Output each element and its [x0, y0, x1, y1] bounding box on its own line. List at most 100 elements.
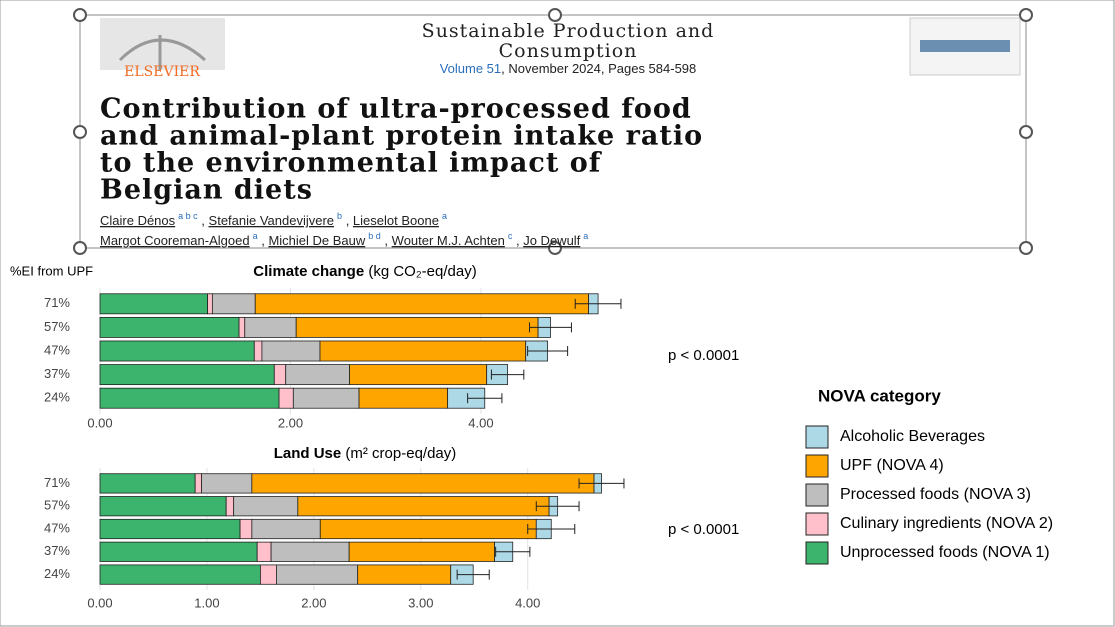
x-tick-label: 2.00 [278, 415, 303, 430]
separator: , [384, 233, 391, 248]
bar-segment [99, 541, 258, 562]
legend-label: Unprocessed foods (NOVA 1) [840, 544, 1050, 561]
y-tick-label: 24% [44, 390, 70, 405]
y-tick-label: 47% [44, 342, 70, 357]
bar-segment [270, 541, 350, 562]
bar-segment [99, 387, 280, 409]
author-line: Claire Dénos a b c , Stefanie Vandevijver… [100, 211, 447, 228]
author-line: Margot Cooreman-Algoed a , Michiel De Bau… [100, 231, 588, 248]
bar-segment [349, 364, 488, 386]
bar-segment [292, 387, 360, 409]
bar-segment [273, 364, 287, 386]
bar-segment [211, 293, 256, 315]
legend-label: Culinary ingredients (NOVA 2) [840, 515, 1053, 532]
p-value: p < 0.0001 [668, 347, 739, 364]
handle[interactable] [1019, 8, 1033, 22]
handle[interactable] [73, 125, 87, 139]
logo-tree [118, 35, 206, 70]
bar-segment [225, 496, 235, 517]
legend-swatch [805, 512, 829, 536]
title-main: Climate change [253, 263, 364, 280]
x-tick-label: 3.00 [408, 595, 433, 610]
y-tick-label: 37% [44, 543, 70, 558]
legend-label: UPF (NOVA 4) [840, 457, 944, 474]
y-tick-label: 47% [44, 520, 70, 535]
y-tick-label: 57% [44, 319, 70, 334]
legend-label: Alcoholic Beverages [840, 428, 985, 445]
handle[interactable] [1019, 125, 1033, 139]
x-tick-label: 2.00 [301, 595, 326, 610]
y-tick-label: 37% [44, 366, 70, 381]
error-bar [529, 322, 572, 333]
bar-segment [251, 518, 321, 540]
x-tick-label: 0.00 [87, 595, 112, 610]
error-bar [495, 546, 531, 557]
separator: , [201, 213, 208, 228]
error-bar [527, 524, 576, 534]
bar-segment [295, 316, 539, 338]
handle[interactable] [73, 8, 87, 22]
title-main: Land Use [274, 445, 342, 462]
handle[interactable] [1019, 241, 1033, 255]
bar-segment [99, 518, 241, 540]
journal: Sustainable Production and [422, 20, 715, 42]
bar-segment [357, 564, 452, 585]
bar-segment [207, 293, 213, 315]
error-bar [467, 393, 503, 404]
handle[interactable] [548, 8, 562, 22]
bar-segment [238, 316, 246, 338]
bar-segment [278, 387, 294, 409]
author-name: Margot Cooreman-Algoed [100, 233, 250, 248]
bar-segment [99, 496, 227, 517]
bar-segment [251, 473, 595, 494]
error-bar [535, 501, 580, 512]
bar-segment [319, 518, 537, 540]
separator: , [261, 233, 268, 248]
bar-segment [276, 564, 359, 585]
bar-segment [319, 340, 527, 362]
bar-segment [99, 564, 261, 585]
p-value: p < 0.0001 [668, 521, 739, 538]
bar-segment [99, 364, 275, 386]
paper-title: and animal-plant protein intake ratio [100, 121, 703, 152]
error-bar [456, 569, 490, 580]
bar-segment [253, 340, 263, 362]
legend-label: Processed foods (NOVA 3) [840, 486, 1031, 503]
author-name: Claire Dénos [100, 213, 176, 228]
author-affil: a b c [178, 211, 198, 221]
author-affil: a [253, 231, 258, 241]
bar-segment [233, 496, 299, 517]
cover-art [920, 40, 1010, 52]
bar-segment [285, 364, 350, 386]
x-tick-label: 4.00 [515, 595, 540, 610]
bar-segment [261, 340, 321, 362]
bar-segment [348, 541, 495, 562]
legend-swatch [805, 454, 829, 478]
bar-segment [99, 293, 209, 315]
error-bar [574, 298, 622, 309]
error-bar [490, 369, 525, 380]
separator: , [516, 233, 523, 248]
author-affil: b [337, 211, 342, 221]
handle[interactable] [73, 241, 87, 255]
bar-segment [256, 541, 272, 562]
legend-swatch [805, 483, 829, 507]
tree-logo [100, 18, 225, 70]
error-bar [527, 346, 569, 356]
x-tick-label: 4.00 [468, 415, 493, 430]
handle[interactable] [548, 241, 562, 255]
volume: Volume 51 [440, 61, 501, 76]
author-name: Lieselot Boone [353, 213, 439, 228]
bar-segment [358, 387, 449, 409]
logo-art [100, 18, 225, 70]
bar-segment [244, 316, 297, 338]
author-affil: a [583, 231, 588, 241]
author-affil: c [508, 231, 513, 241]
bar-segment [239, 518, 253, 540]
issue: , November 2024, Pages 584-598 [501, 61, 696, 76]
y-axis-label: %EI from UPF [10, 263, 93, 278]
x-tick-label: 1.00 [194, 595, 219, 610]
paper-title: Contribution of ultra-processed food [100, 94, 692, 125]
y-tick-label: 71% [44, 295, 70, 310]
